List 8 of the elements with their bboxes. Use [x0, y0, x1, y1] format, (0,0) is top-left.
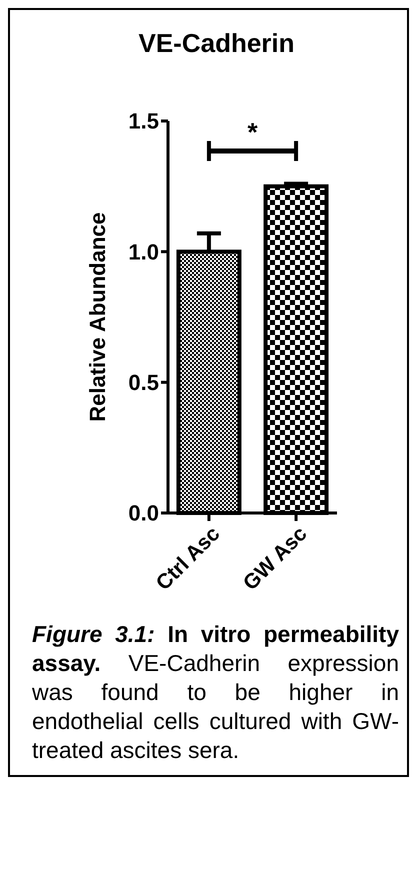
y-tick-label: 0.5 — [128, 370, 159, 396]
chart-title: VE-Cadherin — [138, 28, 295, 58]
y-tick-label: 1.5 — [128, 108, 159, 134]
y-tick-label: 1.0 — [128, 239, 159, 264]
text: Figure 3.1: In vitro permeability assay. VE-Cadherin expression was found to be higher in endothelial cells cultured with GW-treated ascites sera. — [32, 621, 399, 763]
y-axis-title: Relative Abundance — [85, 212, 110, 422]
annotation: * — [247, 117, 258, 147]
x-tick-label: GW Asc — [238, 522, 312, 595]
